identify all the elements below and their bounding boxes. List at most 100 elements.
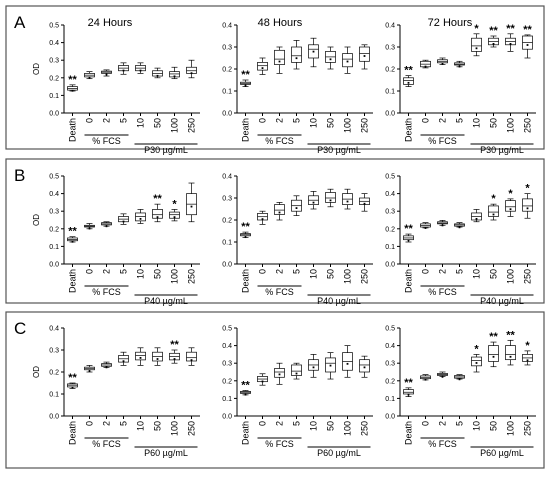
- y-tick-label: 0.0: [222, 262, 232, 269]
- y-tick-label: 0.2: [49, 75, 59, 82]
- x-tick-label: 100: [170, 118, 180, 133]
- x-tick-label: 250: [187, 269, 197, 284]
- box-plot: [257, 373, 268, 386]
- x-tick-label: 2: [275, 421, 285, 426]
- box-mean-marker: [346, 362, 349, 365]
- fcs-group-label: % FCS: [265, 136, 294, 146]
- x-tick-label: 50: [489, 269, 499, 279]
- x-tick-label: 10: [136, 269, 146, 279]
- box-plot: [169, 66, 180, 80]
- box-plot: [454, 60, 465, 68]
- chart-b-2: 0.0 0.1 0.2 0.3 0.4 Death 0 2 5 10 50 100 250 % FCS P4…: [222, 174, 373, 306]
- box-mean-marker: [278, 373, 281, 376]
- x-tick-label: 100: [506, 269, 516, 284]
- x-tick-label: 100: [343, 269, 353, 284]
- chart-c-2: 0.0 0.1 0.2 0.3 0.4 0.5 Death 0 2 5 10 50 100 250 % FC…: [222, 326, 373, 458]
- x-tick-label: 50: [489, 118, 499, 128]
- y-tick-label: 0.0: [222, 111, 232, 118]
- box-plot: [522, 34, 533, 59]
- y-tick-label: 0.2: [385, 67, 395, 74]
- box-plot: [403, 233, 414, 243]
- box-iqr: [135, 212, 146, 222]
- box-mean-marker: [105, 366, 108, 369]
- box-plot: [403, 75, 414, 87]
- chart-b-1: 0.0 0.1 0.2 0.3 0.4 0.5 OD Death 0 2 5 10 50 100 250 % …: [32, 174, 200, 306]
- box-plot: [291, 40, 302, 70]
- box-mean-marker: [458, 226, 461, 229]
- x-tick-label: 100: [343, 421, 353, 436]
- box-mean-marker: [441, 62, 444, 65]
- y-tick-label: 0.1: [385, 396, 395, 403]
- x-tick-label: 5: [119, 118, 129, 123]
- x-tick-label: Death: [241, 269, 251, 293]
- box-mean-marker: [105, 73, 108, 76]
- box-plot: [342, 46, 353, 74]
- significance-label: **: [506, 329, 515, 341]
- box-mean-marker: [312, 201, 315, 204]
- x-tick-label: 0: [421, 118, 431, 123]
- box-mean-marker: [173, 216, 176, 219]
- box-iqr: [274, 49, 285, 65]
- y-tick-label: 0.1: [49, 392, 59, 399]
- chart-b-3: 0.0 0.1 0.2 0.3 0.4 0.5 Death 0 2 5 10 50 100 250 % FC…: [385, 174, 536, 306]
- y-tick-label: 0.4: [385, 23, 395, 30]
- fcs-group-label: % FCS: [265, 439, 294, 449]
- y-tick-label: 0.1: [49, 93, 59, 100]
- box-plot: [186, 182, 197, 223]
- box-iqr: [471, 37, 482, 52]
- treatment-group-label: P30 µg/mL: [317, 145, 361, 155]
- x-tick-label: 250: [523, 269, 533, 284]
- y-tick-label: 0.0: [49, 111, 59, 118]
- x-tick-label: 5: [119, 421, 129, 426]
- y-tick-label: 0.0: [49, 262, 59, 269]
- box-mean-marker: [244, 84, 247, 87]
- panel-a: A 24 Hours 0.0 0.1 0.2 0.3 0.4 0.5 OD Death 0 2 5 10 5…: [5, 5, 545, 155]
- box-mean-marker: [475, 47, 478, 50]
- box-mean-marker: [329, 199, 332, 202]
- box-plot: [152, 67, 163, 79]
- x-tick-label: 0: [258, 269, 268, 274]
- box-mean-marker: [88, 370, 91, 372]
- x-tick-label: Death: [404, 269, 414, 293]
- box-plot: [101, 221, 112, 228]
- x-tick-label: 2: [102, 269, 112, 274]
- box-mean-marker: [173, 75, 176, 78]
- box-plot: [454, 222, 465, 229]
- y-tick-label: 0.2: [49, 370, 59, 377]
- box-mean-marker: [156, 358, 159, 360]
- box-mean-marker: [295, 57, 298, 60]
- x-tick-label: 10: [136, 421, 146, 431]
- box-mean-marker: [458, 378, 461, 381]
- box-mean-marker: [295, 207, 298, 209]
- box-iqr: [274, 204, 285, 215]
- x-tick-label: 5: [455, 118, 465, 123]
- x-tick-label: Death: [404, 118, 414, 142]
- box-mean-marker: [441, 224, 444, 227]
- significance-label: **: [241, 69, 250, 81]
- chart-a-2: 48 Hours 0.0 0.1 0.2 0.3 0.4 Death 0 2 5 10 50 100 25…: [222, 17, 373, 155]
- x-tick-label: 50: [326, 118, 336, 128]
- box-plot: [454, 374, 465, 381]
- box-plot: [420, 59, 431, 69]
- box-plot: [118, 213, 129, 225]
- x-tick-label: 50: [153, 421, 163, 431]
- box-mean-marker: [122, 220, 125, 223]
- y-tick-label: 0.0: [385, 111, 395, 118]
- x-tick-label: 5: [455, 269, 465, 274]
- box-mean-marker: [244, 236, 247, 239]
- box-mean-marker: [139, 217, 142, 220]
- panel-border: [5, 311, 545, 469]
- box-plot: [437, 371, 448, 378]
- box-plot: [359, 193, 370, 212]
- x-tick-label: 250: [187, 118, 197, 133]
- box-mean-marker: [492, 213, 495, 216]
- column-title: 24 Hours: [88, 17, 133, 29]
- box-plot: [522, 350, 533, 366]
- box-iqr: [152, 209, 163, 219]
- significance-label: **: [68, 74, 77, 86]
- box-plot: [359, 355, 370, 378]
- fcs-group-label: % FCS: [92, 439, 121, 449]
- significance-label: **: [68, 372, 77, 384]
- box-plot: [152, 203, 163, 223]
- box-iqr: [488, 345, 499, 362]
